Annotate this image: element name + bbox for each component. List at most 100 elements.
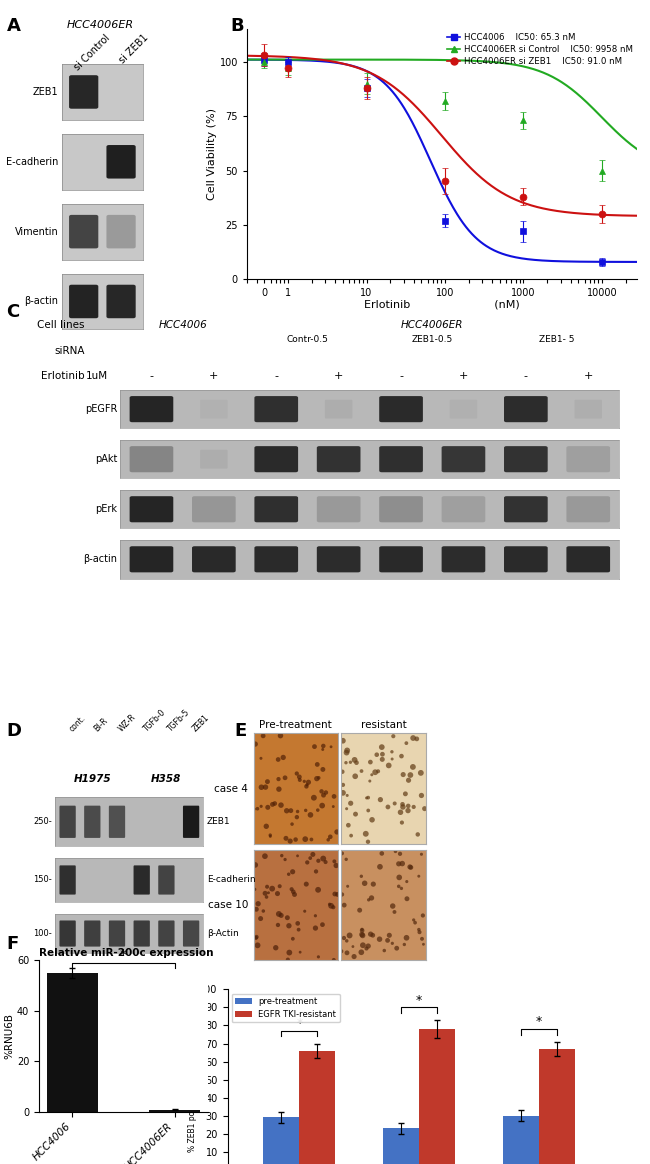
Point <box>344 927 355 945</box>
Legend: pre-treatment, EGFR TKI-resistant: pre-treatment, EGFR TKI-resistant <box>231 994 339 1022</box>
Point <box>390 842 400 860</box>
Point <box>255 748 266 767</box>
Point <box>396 879 407 897</box>
Point <box>401 733 411 752</box>
Point <box>361 824 371 843</box>
Text: -: - <box>399 371 403 382</box>
Point <box>249 800 259 818</box>
Point <box>375 790 385 809</box>
Point <box>341 753 351 772</box>
Text: pEGFR: pEGFR <box>84 404 117 414</box>
Text: resistant: resistant <box>361 719 406 730</box>
Point <box>387 743 397 761</box>
Point <box>416 845 426 864</box>
Point <box>351 753 361 772</box>
Text: HCC4006ER: HCC4006ER <box>401 320 463 331</box>
Point <box>283 865 294 883</box>
Point <box>288 930 298 949</box>
Point <box>273 750 283 768</box>
Point <box>270 938 281 957</box>
FancyBboxPatch shape <box>317 496 361 523</box>
Text: -: - <box>150 371 153 382</box>
Text: *: * <box>296 1017 302 1030</box>
Point <box>301 875 311 894</box>
Point <box>408 910 419 929</box>
FancyBboxPatch shape <box>59 865 76 895</box>
Text: ZEB1- 5: ZEB1- 5 <box>540 335 575 345</box>
Point <box>251 929 261 947</box>
Point <box>379 942 389 960</box>
Point <box>408 797 419 816</box>
FancyBboxPatch shape <box>158 921 175 946</box>
Point <box>365 753 376 772</box>
FancyBboxPatch shape <box>566 446 610 473</box>
Point <box>400 785 411 803</box>
Point <box>272 885 283 903</box>
Point <box>310 918 320 937</box>
Y-axis label: %RNU6B: %RNU6B <box>4 1013 14 1059</box>
FancyBboxPatch shape <box>254 546 298 573</box>
Point <box>252 928 262 946</box>
Point <box>393 876 404 895</box>
Text: 1uM: 1uM <box>86 371 108 382</box>
Point <box>252 936 263 954</box>
Point <box>395 845 405 864</box>
Point <box>389 902 400 921</box>
Point <box>263 883 274 902</box>
Text: +: + <box>584 371 593 382</box>
FancyBboxPatch shape <box>133 921 150 946</box>
Point <box>300 801 311 819</box>
Text: 250-: 250- <box>33 817 52 826</box>
FancyBboxPatch shape <box>69 285 98 318</box>
Point <box>341 800 352 818</box>
FancyBboxPatch shape <box>441 446 486 473</box>
Legend: HCC4006    IC50: 65.3 nM, HCC4006ER si Control    IC50: 9958 nM, HCC4006ER si ZE: HCC4006 IC50: 65.3 nM, HCC4006ER si Cont… <box>447 34 632 65</box>
Text: Cell lines: Cell lines <box>37 320 84 331</box>
FancyBboxPatch shape <box>109 805 125 838</box>
Point <box>382 931 393 950</box>
Point <box>376 844 387 863</box>
Point <box>372 745 382 764</box>
Bar <box>47 973 98 1112</box>
Text: H358: H358 <box>151 774 181 785</box>
Text: BI-R: BI-R <box>92 716 110 733</box>
Text: β-actin: β-actin <box>83 554 117 565</box>
FancyBboxPatch shape <box>69 215 98 248</box>
Point <box>346 794 356 812</box>
Point <box>287 880 297 899</box>
FancyBboxPatch shape <box>69 76 98 108</box>
Text: E-cadherin: E-cadherin <box>207 875 255 885</box>
Point <box>363 832 373 851</box>
FancyBboxPatch shape <box>107 285 136 318</box>
Point <box>418 906 428 924</box>
FancyBboxPatch shape <box>59 921 76 946</box>
Text: F: F <box>6 935 19 952</box>
Point <box>405 766 415 785</box>
Text: case 10: case 10 <box>208 900 248 910</box>
FancyBboxPatch shape <box>84 921 101 946</box>
Point <box>302 853 313 872</box>
FancyBboxPatch shape <box>504 396 548 423</box>
Point <box>299 772 309 790</box>
Text: siRNA: siRNA <box>54 346 84 356</box>
Point <box>262 772 272 790</box>
Point <box>278 748 289 767</box>
Point <box>411 730 422 748</box>
Point <box>410 914 421 932</box>
Point <box>414 923 424 942</box>
Point <box>363 788 373 807</box>
FancyBboxPatch shape <box>200 449 227 469</box>
Point <box>283 950 293 968</box>
Point <box>356 867 367 886</box>
FancyBboxPatch shape <box>441 496 486 523</box>
Point <box>258 726 268 745</box>
Point <box>326 738 336 757</box>
FancyBboxPatch shape <box>107 146 136 178</box>
Point <box>384 927 395 945</box>
Point <box>248 928 259 946</box>
Point <box>358 927 368 945</box>
Point <box>373 762 384 781</box>
Point <box>368 875 378 894</box>
FancyBboxPatch shape <box>379 396 423 423</box>
Point <box>250 856 261 874</box>
